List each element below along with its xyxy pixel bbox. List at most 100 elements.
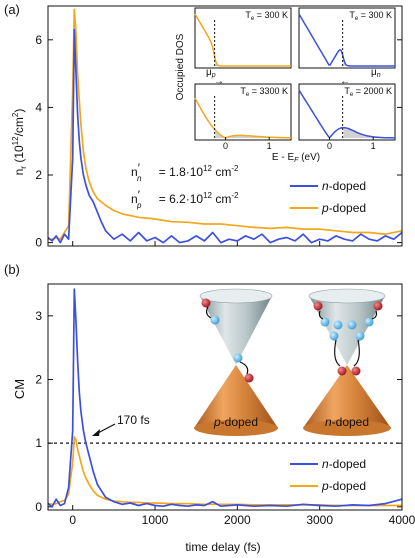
- p-ann-main: n: [131, 192, 138, 206]
- cone-n-doped: n-doped: [303, 288, 391, 436]
- inset-occupied-dos: [298, 89, 395, 139]
- cone-p-lower-rim: [194, 420, 278, 436]
- n-ann-main: n: [131, 165, 138, 179]
- cone-p-doped: p-doped: [194, 288, 278, 436]
- panel-a-ylabel-main: n: [12, 169, 26, 176]
- series-line-p-doped: [47, 435, 402, 507]
- electron-particle: [233, 353, 243, 363]
- panel-b-label: (b): [4, 262, 20, 277]
- panel-b-xtick-label: 3000: [306, 513, 333, 527]
- hole-particle: [313, 301, 323, 311]
- inset-xlabel-sub: F: [294, 157, 299, 164]
- inset-panel: Te = 300 K: [298, 7, 396, 69]
- legend-p-label: p-doped: [321, 201, 366, 215]
- panel-b-frame: [47, 283, 403, 511]
- panel-b-ylabel: CM: [12, 379, 27, 399]
- panel-b-ytick-label: 0: [35, 500, 42, 514]
- panel-b-ylabel-text: CM: [12, 379, 27, 399]
- p-ann-sup2: -2: [231, 191, 239, 200]
- cone-p-upper: [200, 296, 272, 365]
- p-ann-value: = 6.2·10: [155, 192, 203, 206]
- panel-b-legend: n-doped p-doped: [290, 457, 366, 493]
- inset-xtick-label: 0: [327, 141, 332, 151]
- panel-a-p-annotation: n′ p = 6.2·1012 cm-2: [131, 188, 239, 210]
- inset-occupied-dos: [194, 13, 291, 67]
- panel-b-annotation: 170 fs: [92, 413, 150, 436]
- inset-xtick-label: 1: [267, 141, 272, 151]
- inset-panel-frame: [194, 83, 292, 141]
- panel-a-ytick-label: 0: [35, 236, 42, 250]
- panel-a-series: [47, 8, 403, 244]
- legend-n-label: n-doped: [322, 179, 366, 193]
- legend-p-letter: p: [321, 479, 329, 493]
- n-ann-prime: ′: [138, 161, 141, 175]
- p-ann-sub: p: [136, 201, 142, 210]
- legend-n-letter: n: [322, 179, 329, 193]
- panel-a-label: (a): [4, 2, 20, 17]
- panel-b-series: [47, 288, 403, 508]
- panel-b-xtick-label: 4000: [389, 513, 415, 527]
- inset-ylabel-text: Occupied DOS: [175, 33, 186, 100]
- panel-a-n-annotation: n′ n = 1.8·1012 cm-2: [131, 161, 239, 183]
- hole-particle: [351, 366, 361, 376]
- dirac-cones: p-doped n-doped: [194, 288, 391, 436]
- n-ann-sub: n: [137, 174, 142, 183]
- inset-occupied-dos: [298, 13, 395, 67]
- panel-a-ytick-label: 4: [35, 100, 42, 114]
- series-line-n-doped: [47, 28, 403, 244]
- cone-p-lower: [194, 365, 278, 428]
- legend-n-letter: n: [322, 457, 329, 471]
- inset-xtick-label: 1: [371, 141, 376, 151]
- panel-a-ticks: 0 2 4 6: [35, 33, 403, 250]
- inset-ylabel: Occupied DOS: [175, 33, 186, 100]
- n-ann-sup: 12: [203, 164, 212, 173]
- electron-particle: [333, 320, 343, 330]
- annotation-text: 170 fs: [117, 413, 150, 427]
- inset-panel: Te = 3300 K 0 1: [194, 83, 292, 151]
- panel-a-ytick-label: 2: [35, 168, 42, 182]
- inset-panel: Te = 2000 K 0 1: [298, 83, 396, 151]
- electron-particle: [355, 331, 365, 341]
- panel-a-legend: n-doped p-doped: [290, 179, 366, 215]
- cone-n-upper-rim: [308, 288, 386, 304]
- cone-n-upper: [309, 296, 385, 365]
- p-ann-prime: ′: [138, 188, 141, 202]
- panel-b-ytick-label: 3: [35, 309, 42, 323]
- electron-particle: [347, 320, 357, 330]
- legend-n-suffix: -doped: [329, 457, 366, 471]
- inset: Te = 300 K Te = 300 KTe = 3300 K0 1Te = 20…: [175, 7, 396, 164]
- panel-b-xlabel: time delay (fs): [185, 540, 260, 554]
- legend-p-suffix: -doped: [329, 479, 366, 493]
- inset-mu-p-arrow: →: [214, 76, 224, 87]
- panel-a-ytick-label: 6: [35, 33, 42, 47]
- n-ann-value: = 1.8·10: [155, 165, 203, 179]
- panel-b-xtick-label: 0: [69, 513, 76, 527]
- n-ann-sup2: -2: [231, 164, 239, 173]
- panel-b-ticks: 0 1 2 3 0 1000 2000 3000 4000: [35, 309, 415, 527]
- panel-a-ylabel-rest: (10: [12, 145, 26, 166]
- cone-p-upper-rim: [199, 288, 273, 304]
- transition-arrow: [371, 310, 378, 320]
- n-ann-unit: cm: [212, 165, 231, 179]
- hole-particle: [244, 373, 254, 383]
- electron-particle: [329, 331, 339, 341]
- panel-a-ylabel: nr (1012/cm2): [11, 109, 28, 176]
- inset-occupied-dos: [194, 97, 291, 139]
- inset-xlabel-rest: (eV): [298, 152, 320, 163]
- inset-xtick-label: 0: [223, 141, 228, 151]
- p-ann-unit: cm: [212, 192, 231, 206]
- inset-mu-n-arrow: ←: [340, 76, 350, 87]
- hole-particle: [337, 366, 347, 376]
- cone-p-letter: p: [213, 415, 221, 429]
- hole-particle: [201, 298, 211, 308]
- legend-p-label: p-doped: [321, 479, 366, 493]
- panel-a-ylabel-sup2: 2: [11, 112, 20, 117]
- inset-shaded-area: [343, 127, 395, 138]
- transition-arrow: [334, 339, 341, 367]
- svg-text:nr (1012/cm2): nr (1012/cm2): [11, 109, 28, 176]
- electron-particle: [210, 315, 220, 325]
- inset-mu-p: μp: [206, 67, 216, 79]
- inset-panels: Te = 300 K Te = 300 KTe = 3300 K0 1Te = 20…: [194, 7, 396, 151]
- inset-temperature: Te = 300 K: [349, 10, 392, 22]
